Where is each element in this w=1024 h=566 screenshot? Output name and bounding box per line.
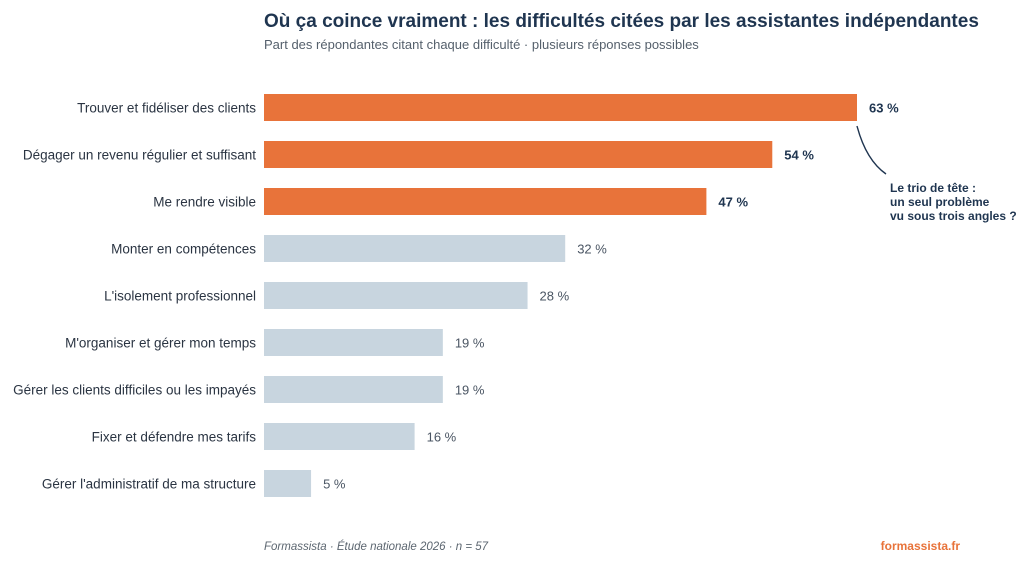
- bar: [264, 282, 528, 309]
- value-label: 19 %: [455, 336, 485, 351]
- chart-title: Où ça coince vraiment : les difficultés …: [264, 11, 979, 32]
- bar: [264, 329, 443, 356]
- category-label: Monter en compétences: [111, 242, 256, 257]
- brand-link[interactable]: formassista.fr: [881, 539, 961, 553]
- category-label: Fixer et défendre mes tarifs: [92, 430, 257, 445]
- value-label: 47 %: [718, 195, 748, 210]
- bar: [264, 188, 707, 215]
- annotation-line-3: vu sous trois angles ?: [890, 209, 1017, 223]
- category-label: Me rendre visible: [153, 195, 256, 210]
- annotation-connector: [856, 125, 887, 175]
- bars-group: Trouver et fidéliser des clients 63 % Déga…: [13, 94, 899, 497]
- bar: [264, 94, 857, 121]
- value-label: 5 %: [323, 477, 346, 492]
- value-label: 54 %: [784, 148, 814, 163]
- value-label: 32 %: [577, 242, 607, 257]
- bar: [264, 235, 566, 262]
- category-label: Dégager un revenu régulier et suffisant: [23, 148, 256, 163]
- annotation-line-1: Le trio de tête :: [890, 181, 976, 195]
- value-label: 16 %: [427, 430, 457, 445]
- bar: [264, 423, 415, 450]
- annotation-group: Le trio de tête : un seul problème vu so…: [856, 125, 1017, 223]
- source-note: Formassista · Étude nationale 2026 · n =…: [264, 540, 489, 553]
- category-label: Gérer l'administratif de ma structure: [42, 477, 256, 492]
- category-label: Trouver et fidéliser des clients: [77, 101, 256, 116]
- category-label: L'isolement professionnel: [104, 289, 256, 304]
- category-label: M'organiser et gérer mon temps: [65, 336, 256, 351]
- annotation-line-2: un seul problème: [890, 195, 990, 209]
- value-label: 19 %: [455, 383, 485, 398]
- category-label: Gérer les clients difficiles ou les impa…: [13, 383, 256, 398]
- value-label: 28 %: [540, 289, 570, 304]
- bar: [264, 470, 312, 497]
- chart-subtitle: Part des répondantes citant chaque diffi…: [264, 37, 699, 52]
- bar: [264, 376, 443, 403]
- bar: [264, 141, 773, 168]
- value-label: 63 %: [869, 101, 899, 116]
